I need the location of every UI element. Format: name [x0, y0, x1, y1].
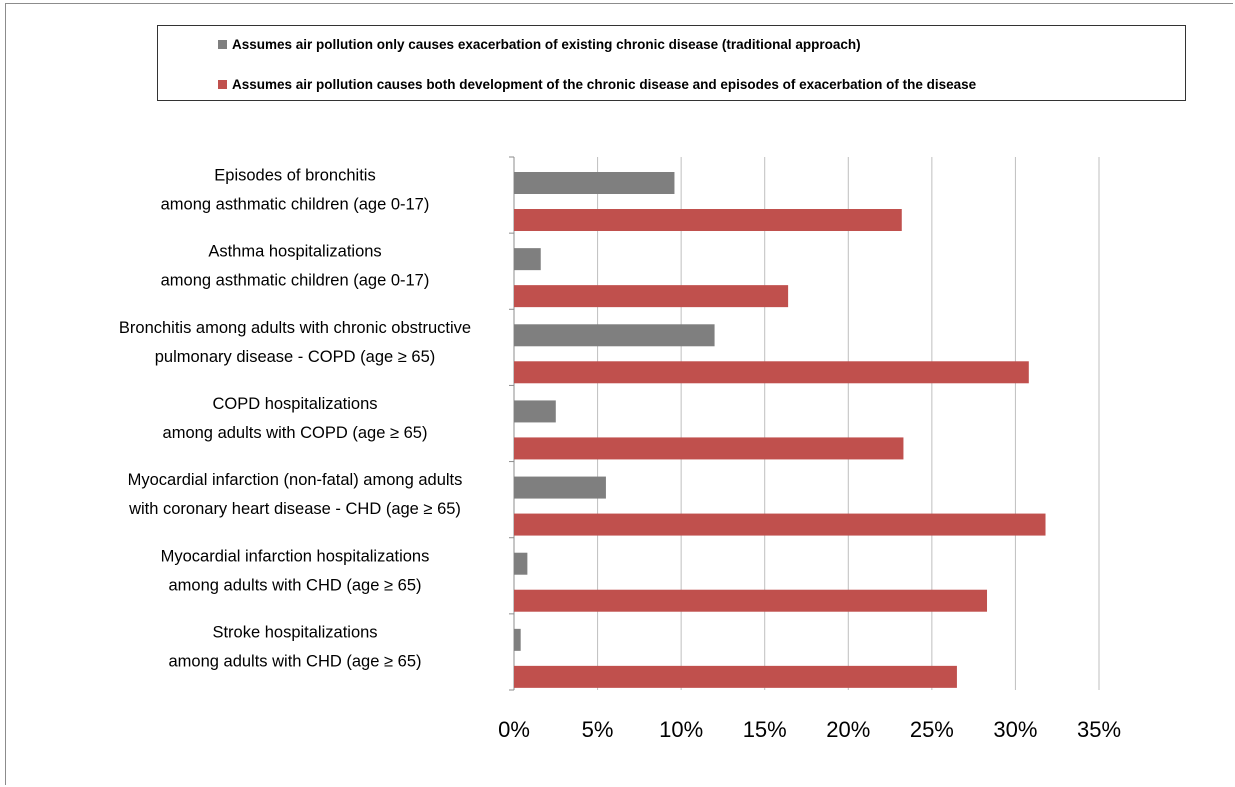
- category-label: among adults with COPD (age ≥ 65): [163, 424, 428, 442]
- bar-exacerbation-only: [514, 552, 528, 575]
- category-label: Bronchitis among adults with chronic obs…: [119, 319, 471, 337]
- category-label: among asthmatic children (age 0-17): [161, 272, 430, 290]
- bar-development-and-exacerbation: [514, 209, 902, 231]
- category-label: Episodes of bronchitis: [214, 167, 375, 185]
- x-tick-label: 5%: [582, 717, 614, 742]
- bar-exacerbation-only: [514, 400, 556, 423]
- bar-development-and-exacerbation: [514, 665, 957, 688]
- bar-development-and-exacerbation: [514, 285, 789, 308]
- bar-exacerbation-only: [514, 324, 715, 347]
- x-tick-label: 30%: [993, 717, 1037, 742]
- category-label: Myocardial infarction hospitalizations: [161, 547, 430, 565]
- chart-frame: [5, 3, 1233, 785]
- category-label: with coronary heart disease - CHD (age ≥…: [128, 500, 461, 518]
- legend-item-series-1: Assumes air pollution only causes exacer…: [218, 37, 861, 52]
- x-tick-label: 10%: [659, 717, 703, 742]
- chart-legend: Assumes air pollution only causes exacer…: [157, 25, 1186, 101]
- legend-item-series-2: Assumes air pollution causes both develo…: [218, 77, 976, 92]
- bar-exacerbation-only: [514, 172, 675, 194]
- bar-development-and-exacerbation: [514, 513, 1046, 536]
- legend-label-series-2: Assumes air pollution causes both develo…: [232, 77, 977, 92]
- bar-development-and-exacerbation: [514, 589, 988, 612]
- category-label: among adults with CHD (age ≥ 65): [168, 576, 421, 594]
- category-label: among adults with CHD (age ≥ 65): [168, 652, 421, 670]
- x-tick-label: 25%: [910, 717, 954, 742]
- category-label: Stroke hospitalizations: [212, 623, 377, 641]
- bar-exacerbation-only: [514, 628, 521, 651]
- bar-exacerbation-only: [514, 476, 606, 499]
- bar-exacerbation-only: [514, 248, 541, 271]
- x-tick-label: 0%: [498, 717, 530, 742]
- x-tick-label: 15%: [743, 717, 787, 742]
- x-tick-label: 20%: [826, 717, 870, 742]
- bar-development-and-exacerbation: [514, 361, 1029, 384]
- category-label: Myocardial infarction (non-fatal) among …: [128, 471, 463, 489]
- legend-label-series-1: Assumes air pollution only causes exacer…: [232, 37, 861, 52]
- legend-swatch-series-2: [218, 80, 227, 89]
- bar-development-and-exacerbation: [514, 437, 904, 460]
- category-label: COPD hospitalizations: [212, 395, 377, 413]
- category-label: Asthma hospitalizations: [208, 243, 381, 261]
- category-label: among asthmatic children (age 0-17): [161, 196, 430, 214]
- category-label: pulmonary disease - COPD (age ≥ 65): [155, 348, 436, 366]
- x-tick-label: 35%: [1077, 717, 1121, 742]
- legend-swatch-series-1: [218, 40, 227, 49]
